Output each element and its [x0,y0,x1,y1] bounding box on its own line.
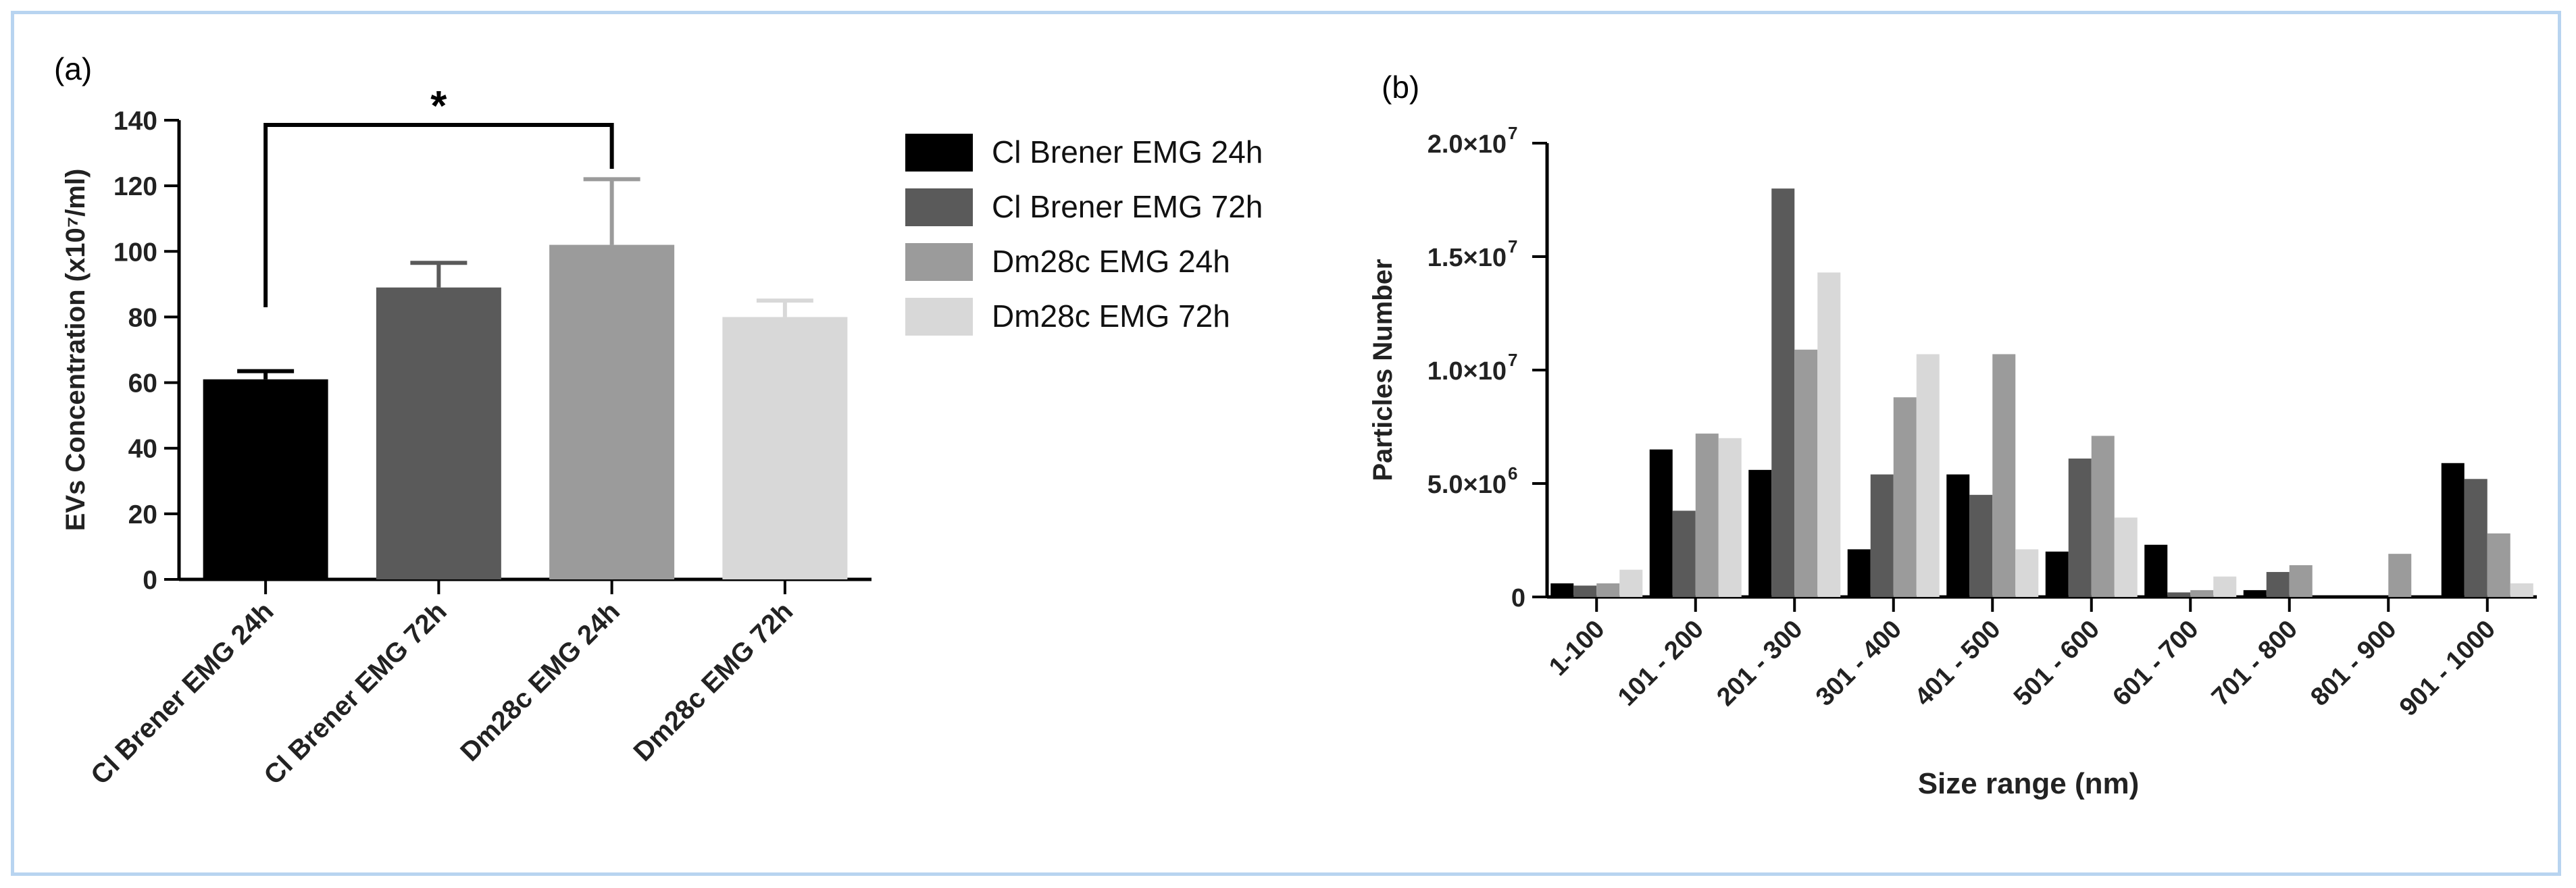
significance-star: * [430,83,447,130]
x-tick-label-a: Cl Brener EMG 72h [258,596,452,790]
panel-label-a: (a) [54,51,92,86]
bar-a [376,287,501,579]
legend-swatch [905,243,973,281]
x-tick-label-b: 901 - 1000 [2394,615,2501,722]
bar-b [2068,459,2092,597]
bar-b [1870,474,1894,597]
y-tick-label-b: 1.5×10 [1428,244,1507,272]
x-tick-label-b: 401 - 500 [1909,615,2006,712]
bar-b [1771,188,1795,597]
y-tick-exponent-b: 7 [1508,350,1517,370]
bar-b [1695,434,1719,597]
bar-b [1748,469,1772,597]
bar-b [2167,592,2191,597]
y-tick-label-b: 1.0×10 [1428,357,1507,386]
bar-b [1672,511,1696,597]
x-tick-label-b: 301 - 400 [1811,615,1907,712]
bar-b [1550,583,1574,597]
x-tick-label-b: 601 - 700 [2107,615,2204,712]
y-tick-label-a: 80 [128,303,157,332]
y-tick-label-a: 140 [113,107,157,136]
x-tick-label-a: Cl Brener EMG 24h [85,596,279,790]
bar-b [2190,590,2214,597]
bar-b [1946,474,1970,597]
bar-b [2213,576,2237,597]
legend-swatch [905,188,973,226]
y-axis-label-a: EVs Concentration (x10⁷/ml) [61,169,91,531]
bar-b [2243,590,2267,597]
x-tick-label-b: 701 - 800 [2206,615,2303,712]
y-tick-label-a: 40 [128,435,157,464]
bar-a [549,244,675,579]
bar-b [1619,569,1643,597]
y-tick-label-b: 0 [1511,584,1525,612]
bar-a [203,379,328,579]
bar-b [2144,544,2168,597]
legend-swatch [905,134,973,172]
bar-b [2441,463,2465,597]
legend-label: Dm28c EMG 24h [992,244,1230,279]
legend-label: Cl Brener EMG 24h [992,134,1263,169]
y-tick-label-a: 0 [143,566,157,595]
y-tick-label-a: 100 [113,238,157,267]
y-tick-label-b: 5.0×10 [1428,471,1507,499]
panel-label-b: (b) [1382,70,1419,105]
chart-a: (a) 0 20 40 60 80 100 120 140 EVs Concentration (… [54,51,1263,791]
y-tick-label-a: 120 [113,172,157,201]
bar-b [2487,533,2510,597]
bar-b [1992,354,2016,597]
bar-b [1916,354,1940,597]
bar-b [2015,549,2039,597]
bar-b [1847,549,1871,597]
x-tick-label-a: Dm28c EMG 72h [628,596,799,767]
x-tick-label-b: 501 - 600 [2009,615,2105,712]
y-tick-exponent-b: 6 [1508,463,1517,484]
x-tick-label-b: 101 - 200 [1613,615,1709,712]
legend-swatch [905,298,973,336]
bar-a [722,317,848,579]
x-tick-label-b: 1-100 [1544,615,1610,681]
chart-b: (b)05.0×10 61.0×10 71.5×10 72.0×10 7Particle… [1368,70,2537,800]
bar-b [1893,397,1917,597]
bar-b [1649,449,1673,597]
legend-label: Dm28c EMG 72h [992,298,1230,334]
bar-b [1596,583,1620,597]
bar-b [1969,494,1993,597]
legend-label: Cl Brener EMG 72h [992,189,1263,224]
x-tick-label-b: 801 - 900 [2305,615,2402,712]
x-tick-label-a: Dm28c EMG 24h [455,596,626,767]
bar-b [2388,554,2412,597]
x-axis-label-b: Size range (nm) [1918,767,2140,800]
significance-bracket [263,123,614,307]
y-tick-exponent-b: 7 [1508,123,1517,143]
bar-b [2114,517,2138,597]
y-axis-label-b: Particles Number [1368,259,1398,481]
bar-b [1817,272,1841,597]
bar-b [2266,572,2290,597]
x-tick-label-b: 201 - 300 [1711,615,1808,712]
bar-b [1718,438,1742,597]
y-tick-label-a: 20 [128,500,157,529]
bar-b [1794,349,1818,597]
bar-b [1573,585,1597,597]
y-tick-label-b: 2.0×10 [1428,130,1507,159]
bar-b [2045,551,2069,597]
bar-b [2464,479,2487,597]
y-tick-label-a: 60 [128,369,157,398]
bar-b [2289,565,2313,597]
bar-b [2091,436,2115,597]
bar-b [2510,583,2533,597]
y-tick-exponent-b: 7 [1508,236,1517,257]
